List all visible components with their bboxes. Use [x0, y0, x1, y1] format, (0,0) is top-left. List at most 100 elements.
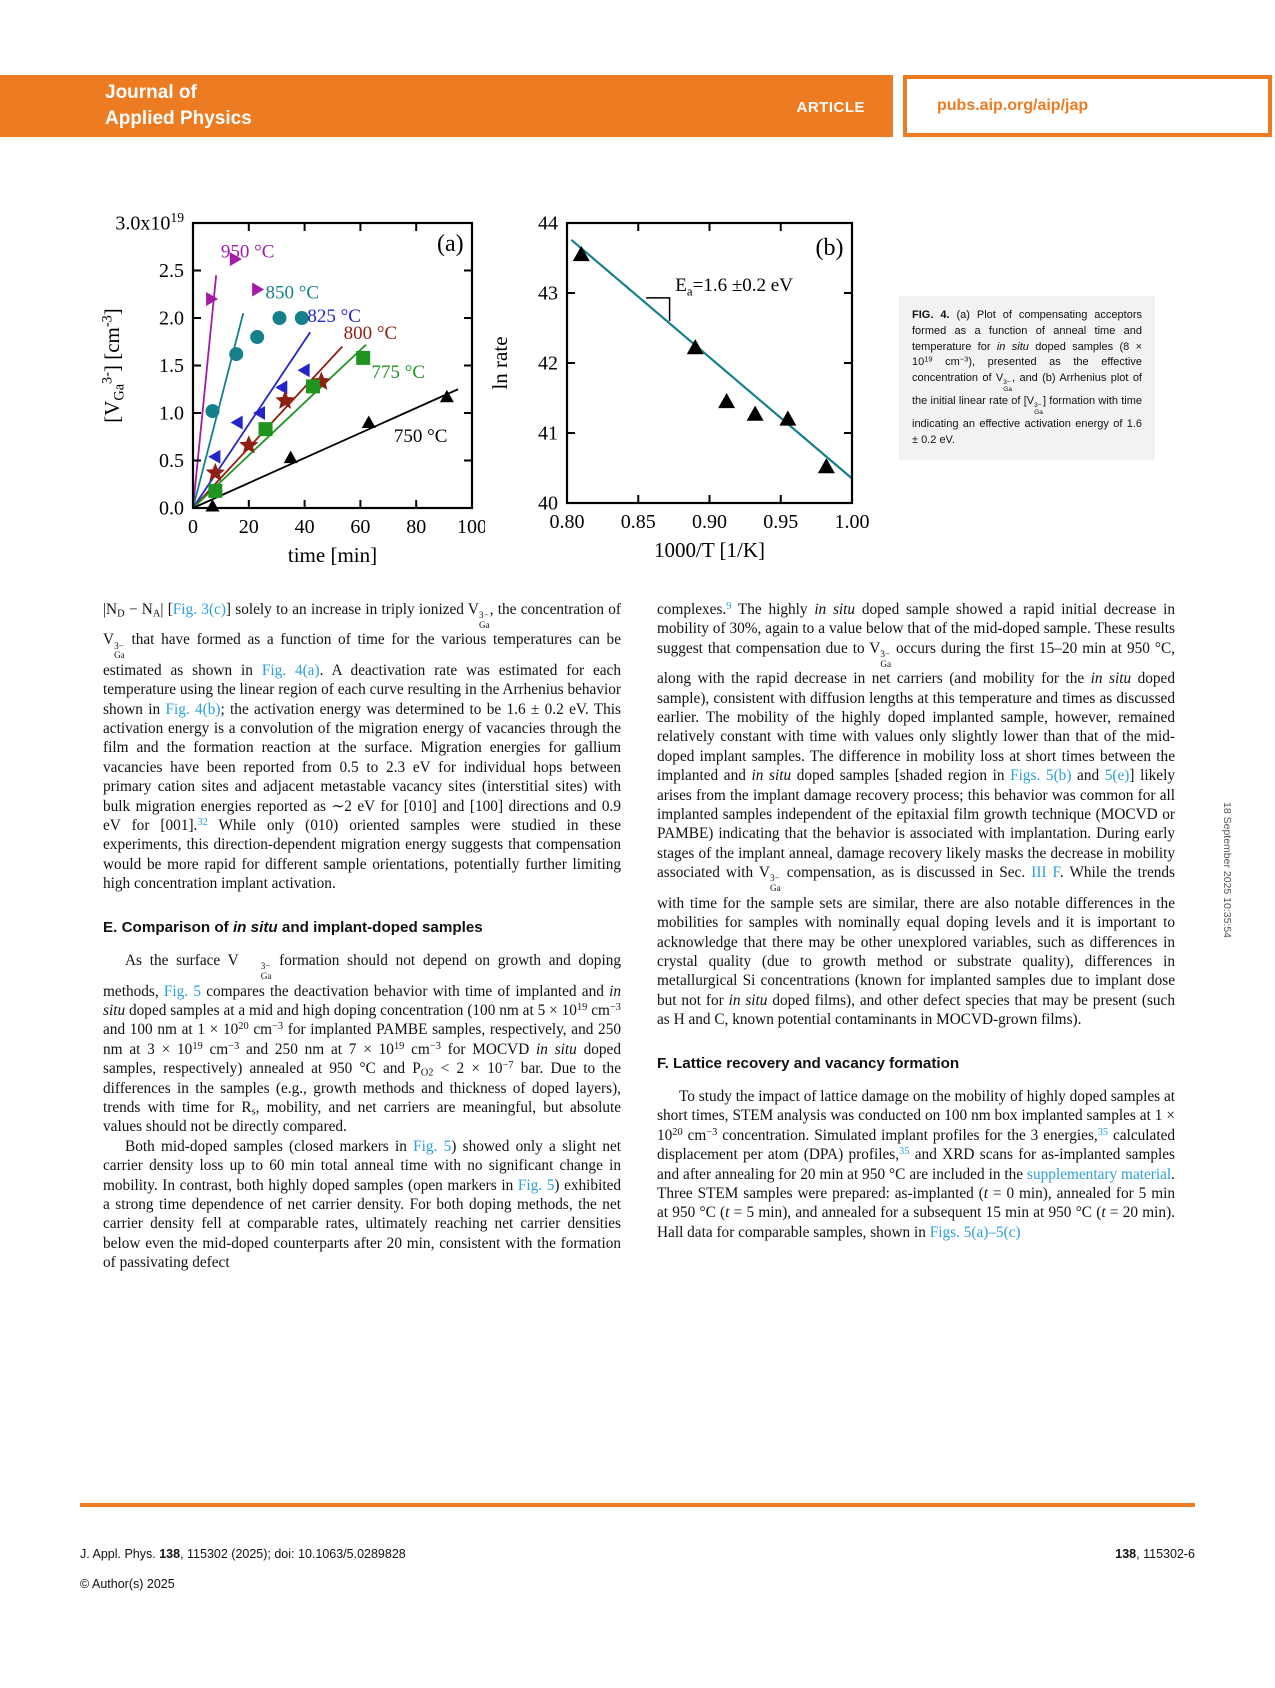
text-run: −3 — [959, 354, 969, 364]
series-950C: 950 °C — [206, 242, 275, 306]
citation-link[interactable]: 35 — [899, 1146, 910, 1158]
reference-link[interactable]: Fig. 5 — [413, 1137, 452, 1155]
text-run: , 115302 (2025); doi: 10.1063/5.0289828 — [180, 1547, 406, 1561]
reference-link[interactable]: Fig. 4(a) — [261, 661, 320, 679]
x-axis-title: time [min] — [288, 543, 377, 567]
svg-text:775 °C: 775 °C — [372, 362, 426, 383]
text-run: A — [152, 608, 161, 620]
reference-link[interactable]: Fig. 5 — [163, 982, 201, 1000]
activation-energy-annotation: Ea=1.6 ±0.2 eV — [675, 275, 793, 299]
journal-title: Journal of Applied Physics — [105, 80, 252, 132]
text-run: While only (010) oriented samples were s… — [103, 817, 621, 893]
text-run: −3 — [706, 1126, 718, 1138]
fit-lines — [570, 238, 853, 480]
svg-text:0.95: 0.95 — [763, 511, 798, 533]
footer-rule — [80, 1503, 1195, 1507]
citation-link[interactable]: 32 — [197, 817, 208, 829]
svg-text:950 °C: 950 °C — [221, 242, 275, 263]
text-run: = 20 min). Hall data for comparable samp… — [657, 1204, 1175, 1241]
text-run: cm — [202, 1040, 229, 1058]
text-run: , mobility, and net carriers are meaning… — [103, 1098, 622, 1136]
reference-link[interactable]: supplementary material — [1027, 1165, 1172, 1183]
text-run: 19 — [192, 1040, 203, 1052]
text-run: , the concentration of — [489, 601, 621, 618]
citation-link[interactable]: 9 — [726, 601, 732, 613]
series-750C: 750 °C — [205, 389, 454, 512]
text-run: 19 — [576, 1001, 588, 1013]
text-run: doped sample), consistent with diffusion… — [657, 670, 1175, 785]
text-run: 20 — [238, 1021, 249, 1033]
text-run: 138 — [159, 1547, 181, 1561]
series-775C: 775 °C — [208, 350, 426, 498]
reference-link[interactable]: Figs. 5(a)–5(c) — [929, 1223, 1021, 1241]
journal-url[interactable]: pubs.aip.org/aip/jap — [937, 97, 1089, 114]
footer-copyright: © Author(s) 2025 — [80, 1577, 175, 1591]
text-run: for implanted PAMBE samples, respectivel… — [103, 1021, 622, 1058]
reference-link[interactable]: 5(e) — [1104, 767, 1130, 785]
text-run: O2 — [420, 1067, 434, 1079]
footer-citation: J. Appl. Phys. 138, 115302 (2025); doi: … — [80, 1547, 406, 1561]
chemical-symbol: V 3− Ga — [1026, 395, 1043, 416]
chemical-symbol: V 3− Ga — [758, 864, 781, 894]
text-run: FIG. 4. — [912, 309, 950, 321]
text-run: ) showed only a slight net carrier densi… — [103, 1137, 622, 1194]
header-band — [0, 75, 893, 137]
footer-page-number: 138, 115302-6 — [995, 1547, 1195, 1561]
paragraph: |ND − NA| [Fig. 3(c)] solely to an incre… — [103, 600, 621, 894]
text-run: cm — [587, 1001, 610, 1019]
svg-text:1.0: 1.0 — [159, 403, 184, 425]
tick-labels: 0.80 0.85 0.90 0.95 1.00 40 41 42 43 44 — [538, 213, 870, 534]
text-run: in situ — [232, 918, 278, 936]
svg-text:2.0: 2.0 — [159, 308, 184, 330]
axes — [565, 221, 854, 505]
text-run: ] solely to an increase in triply ionize… — [225, 601, 468, 618]
text-run: doped samples at a mid and high doping c… — [125, 1001, 577, 1019]
body-column-right: complexes.9 The highly in situ doped sam… — [657, 600, 1175, 1242]
reference-link[interactable]: Fig. 4(b) — [165, 700, 221, 718]
paragraph: complexes.9 The highly in situ doped sam… — [657, 600, 1175, 1030]
text-run: cm — [248, 1021, 273, 1039]
reference-link[interactable]: III F — [1031, 864, 1060, 882]
text-run: = 5 min), and annealed for a subsequent … — [729, 1204, 1102, 1222]
journal-url-box[interactable]: pubs.aip.org/aip/jap — [903, 75, 1272, 137]
svg-text:43: 43 — [538, 283, 558, 305]
paragraph: To study the impact of lattice damage on… — [657, 1087, 1175, 1242]
text-run: complexes. — [657, 601, 727, 618]
y-axis-title: ln rate — [488, 336, 512, 389]
text-run: cm — [404, 1040, 430, 1058]
text-run: . Three STEM samples were prepared: as-i… — [657, 1165, 1175, 1202]
text-run: , and (b) Arrhenius plot of the initial … — [912, 372, 1142, 407]
svg-text:0.85: 0.85 — [621, 511, 656, 533]
journal-title-line2: Applied Physics — [105, 108, 252, 129]
text-run: in situ — [996, 340, 1029, 353]
figure-caption: FIG. 4. (a) Plot of compensating accepto… — [899, 296, 1155, 461]
text-run: compares the deactivation behavior with … — [200, 982, 610, 1000]
text-run: and implant-doped samples — [277, 918, 483, 936]
reference-link[interactable]: Figs. 5(b) — [1010, 767, 1072, 785]
text-run: and 100 nm at 1 × 10 — [103, 1021, 239, 1039]
text-run: = 0 min), annealed for 5 min at 950 °C ( — [657, 1184, 1175, 1222]
svg-text:850 °C: 850 °C — [266, 282, 320, 303]
svg-text:80: 80 — [406, 516, 426, 538]
svg-text:0.80: 0.80 — [550, 511, 585, 533]
slope-indicator — [646, 297, 671, 321]
text-run: compensation, as is discussed in Sec. — [780, 864, 1032, 882]
text-run: As the surface — [125, 952, 228, 970]
text-run: doped sample showed a rapid initial decr… — [657, 601, 1175, 657]
svg-text:825 °C: 825 °C — [307, 306, 361, 327]
series-825C: 825 °C — [208, 306, 361, 464]
tick-labels: 0 20 40 60 80 100 0.0 0.5 1.0 1.5 2.0 2.5 3.0x1019 — [115, 210, 485, 538]
x-axis-title: 1000/T [1/K] — [654, 538, 765, 562]
text-run: F. Lattice recovery and vacancy formatio… — [657, 1054, 960, 1072]
reference-link[interactable]: Fig. 5 — [517, 1176, 555, 1194]
text-run: occurs during the first 15–20 min at 950… — [657, 639, 1175, 688]
svg-text:2.5: 2.5 — [159, 260, 184, 282]
citation-link[interactable]: 35 — [1097, 1126, 1109, 1138]
text-run: , 115302-6 — [1136, 1547, 1195, 1561]
paragraph: As the surface V 3− Ga formation should no… — [103, 951, 621, 1137]
reference-link[interactable]: Fig. 3(c) — [172, 601, 226, 618]
body-column-left: |ND − NA| [Fig. 3(c)] solely to an incre… — [103, 600, 621, 1273]
text-run: ), presented as the effective concentrat… — [912, 356, 1142, 385]
svg-text:100: 100 — [457, 516, 485, 538]
